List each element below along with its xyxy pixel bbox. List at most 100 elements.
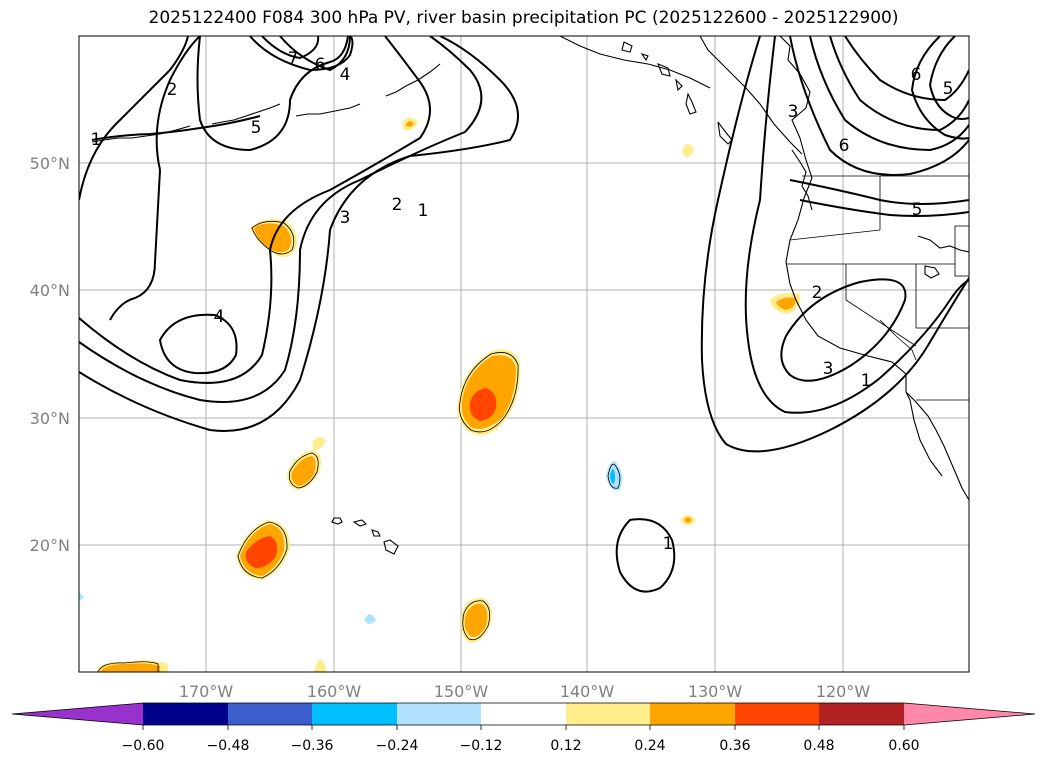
colorbar-extend-high — [904, 703, 1035, 725]
contour-label: 3 — [340, 208, 351, 228]
contour-label: 3 — [823, 359, 834, 379]
colorbar-tick-label: −0.60 — [122, 738, 165, 754]
precip-anomaly — [79, 592, 84, 602]
precip-anomaly — [312, 437, 326, 450]
colorbar-extend-low — [12, 703, 143, 725]
contour-label: 5 — [943, 79, 954, 99]
precip-anomaly — [97, 661, 159, 672]
contour-label: 7 — [288, 49, 299, 69]
contour-label: 6 — [315, 55, 326, 75]
precip-anomaly — [459, 352, 519, 433]
map-frame — [78, 35, 970, 673]
precip-anomaly — [314, 659, 326, 672]
map-area: 2 7 6 4 5 1 3 2 1 4 3 6 5 6 5 2 3 1 1 — [79, 36, 969, 672]
pv-contour-5 — [196, 36, 349, 152]
colorbar-tick-label: −0.48 — [207, 738, 250, 754]
contour-label: 4 — [340, 65, 351, 85]
lon-tick-label: 170°W — [179, 682, 234, 701]
colorbar-tick-label: 0.36 — [719, 738, 750, 754]
precip-anomaly — [364, 614, 376, 624]
lat-tick-label: 40°N — [30, 281, 70, 300]
pv-contour-6c — [829, 36, 969, 132]
lon-tick-label: 120°W — [816, 682, 871, 701]
precip-anomaly — [776, 297, 796, 310]
contour-label: 2 — [392, 195, 403, 215]
colorbar-tick-label: −0.24 — [376, 738, 419, 754]
pv-contour-6d — [799, 199, 969, 217]
contour-label: 6 — [911, 65, 922, 85]
colorbar-segment — [650, 703, 735, 725]
pv-contour-5d — [789, 179, 969, 205]
lon-tick-label: 140°W — [560, 682, 615, 701]
latitude-ticks: 50°N 40°N 30°N 20°N — [30, 154, 70, 555]
contour-labels: 2 7 6 4 5 1 3 2 1 4 3 6 5 6 5 2 3 1 1 — [91, 49, 954, 554]
lon-tick-label: 130°W — [688, 682, 743, 701]
colorbar-tick-label: −0.36 — [291, 738, 334, 754]
colorbar-segment — [228, 703, 312, 725]
gridlines — [79, 36, 969, 672]
precip-shading — [79, 117, 801, 672]
pv-contour-1c — [700, 36, 969, 453]
precip-anomaly — [684, 517, 692, 523]
pv-contour-2 — [79, 36, 483, 403]
colorbar-segment — [481, 703, 566, 725]
pv-contour-2b — [79, 36, 189, 201]
pv-contour-3 — [79, 36, 431, 384]
colorbar-tick-label: 0.12 — [550, 738, 581, 754]
pv-contour-2c — [744, 36, 969, 414]
contour-label: 6 — [839, 136, 850, 156]
precip-anomaly — [469, 388, 497, 421]
precip-anomaly — [288, 452, 319, 489]
contour-label: 1 — [663, 534, 674, 554]
contour-label: 4 — [214, 307, 225, 327]
precip-anomaly — [682, 144, 694, 158]
colorbar-segment — [819, 703, 904, 725]
pv-contour-1 — [79, 36, 519, 432]
contour-label: 5 — [912, 200, 923, 220]
colorbar-tick-label: 0.60 — [888, 738, 919, 754]
map-title: 2025122400 F084 300 hPa PV, river basin … — [148, 8, 899, 28]
contour-label: 2 — [167, 80, 178, 100]
pv-contour-4 — [158, 313, 238, 375]
longitude-ticks: 170°W 160°W 150°W 140°W 130°W 120°W — [179, 682, 871, 701]
pv-contour-7c — [844, 36, 969, 102]
precip-anomaly — [607, 463, 621, 489]
contour-label: 5 — [251, 118, 262, 138]
pv-contour-7 — [261, 36, 320, 60]
colorbar-segment — [397, 703, 481, 725]
precip-anomaly — [406, 121, 414, 127]
lat-tick-label: 50°N — [30, 154, 70, 173]
contour-label: 1 — [418, 201, 429, 221]
colorbar: −0.60 −0.48 −0.36 −0.24 −0.12 0.12 0.24 … — [11, 702, 1036, 754]
precip-anomaly — [610, 468, 615, 484]
pv-contour-5e — [910, 36, 969, 140]
precip-anomaly — [245, 536, 278, 568]
precip-anomaly — [100, 663, 160, 672]
pv-contours — [79, 36, 969, 593]
contour-label: 1 — [861, 371, 872, 391]
colorbar-segment — [735, 703, 819, 725]
pv-contour-1d — [91, 115, 261, 141]
precip-anomaly — [462, 600, 491, 641]
precip-anomaly — [237, 521, 288, 579]
pv-contour-5c — [809, 36, 969, 152]
pv-contour-4b — [249, 36, 354, 72]
pv-contour-1b — [615, 518, 676, 593]
lat-tick-label: 20°N — [30, 536, 70, 555]
colorbar-tick-label: 0.48 — [803, 738, 834, 754]
contour-label: 1 — [91, 130, 102, 150]
colorbar-segment — [312, 703, 397, 725]
pv-contour-4c — [789, 36, 969, 176]
pv-contour-6 — [279, 36, 351, 72]
pv-contour-3b — [109, 36, 201, 321]
colorbar-segment — [143, 703, 228, 725]
lon-tick-label: 150°W — [434, 682, 489, 701]
colorbar-tick-label: 0.24 — [634, 738, 665, 754]
pv-contour-3c — [780, 278, 907, 382]
precip-anomaly — [291, 456, 316, 486]
lat-tick-label: 30°N — [30, 409, 70, 428]
precip-anomaly — [464, 603, 488, 637]
pv-contour-6e — [928, 36, 969, 120]
political-boundaries — [786, 175, 969, 401]
